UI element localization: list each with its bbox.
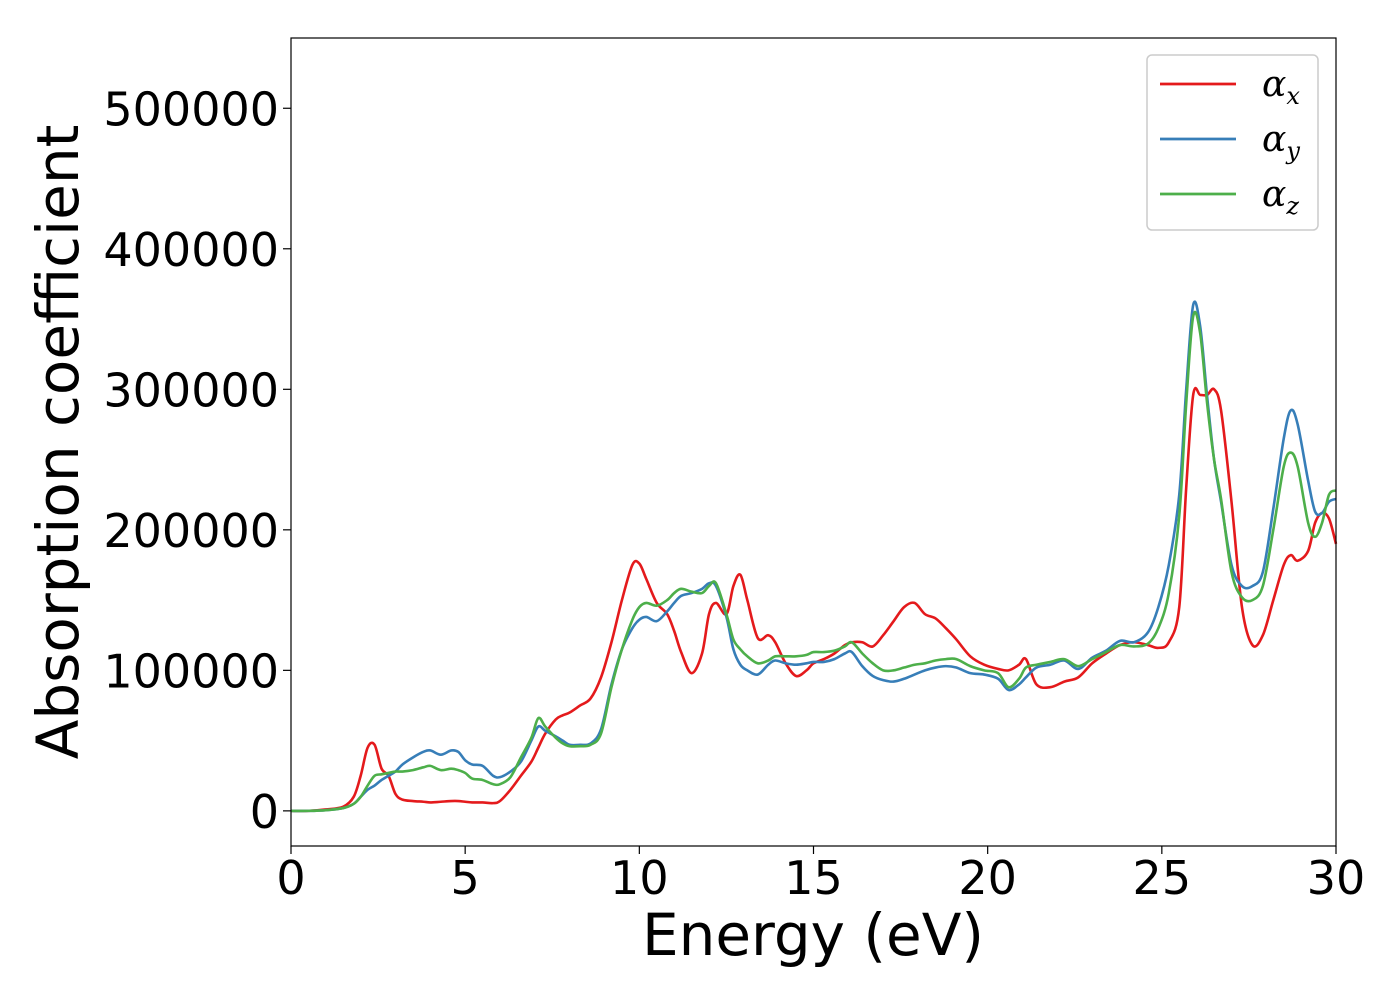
y-tick-label: 300000 [103, 363, 279, 417]
y-tick-label: 100000 [103, 644, 279, 698]
legend-label-3: αz [1262, 174, 1299, 220]
series-line-1 [290, 386, 1338, 813]
x-axis: 0 5 10 15 20 25 30 [276, 846, 1365, 905]
legend-label-1: αx [1262, 64, 1300, 110]
x-tick-label: 20 [958, 851, 1017, 905]
y-tick-label: 500000 [103, 82, 279, 136]
legend: αx αy αz [1146, 54, 1319, 231]
y-tick-label: 400000 [103, 223, 279, 277]
series-layer [290, 300, 1338, 813]
y-tick-label: 0 [250, 785, 279, 839]
y-tick-label: 200000 [103, 504, 279, 558]
x-tick-label: 5 [451, 851, 480, 905]
x-axis-title: Energy (eV) [642, 901, 984, 969]
y-axis-title: Absorption coefficient [24, 125, 92, 760]
y-axis: 0 100000 200000 300000 400000 500000 [103, 82, 291, 839]
series-line-3 [290, 310, 1337, 813]
legend-box [1146, 54, 1319, 231]
x-tick-label: 30 [1307, 851, 1366, 905]
x-tick-label: 25 [1133, 851, 1192, 905]
legend-label-2: αy [1262, 119, 1300, 165]
x-tick-label: 15 [784, 851, 843, 905]
x-tick-label: 0 [276, 851, 305, 905]
x-tick-label: 10 [610, 851, 669, 905]
